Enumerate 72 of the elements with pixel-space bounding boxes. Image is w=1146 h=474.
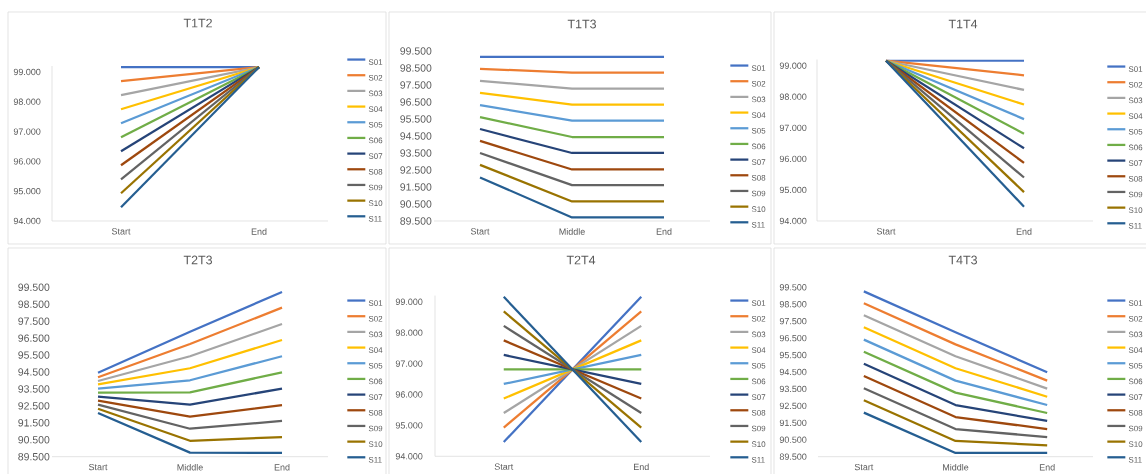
x-tick-label: Start — [88, 463, 108, 471]
y-tick-label: 99.500 — [18, 283, 50, 291]
y-tick-label: 89.500 — [779, 453, 807, 460]
y-tick-label: 94.500 — [779, 368, 807, 376]
y-tick-label: 91.500 — [779, 419, 807, 426]
y-tick-label: 95.500 — [18, 351, 50, 359]
y-tick-label: 94.000 — [13, 217, 41, 225]
x-tick-label: Start — [470, 228, 490, 235]
y-tick-label: 90.500 — [779, 436, 807, 443]
y-tick-label: 98.500 — [400, 64, 432, 72]
x-tick-label: End — [251, 228, 267, 235]
chart-title: T1T4 — [948, 19, 978, 29]
y-tick-label: 95.500 — [400, 115, 432, 123]
y-tick-label: 90.500 — [18, 436, 50, 444]
y-tick-label: 94.500 — [18, 368, 50, 376]
y-tick-label: 93.500 — [18, 385, 50, 393]
y-tick-label: 96.000 — [395, 391, 423, 398]
chart-title: T2T3 — [183, 255, 212, 265]
x-tick-label: Middle — [943, 463, 969, 471]
y-tick-label: 97.500 — [400, 81, 432, 89]
y-tick-label: 96.500 — [18, 334, 50, 342]
y-tick-label: 95.000 — [779, 186, 807, 194]
y-tick-label: 96.500 — [779, 334, 807, 342]
y-tick-label: 97.000 — [779, 124, 807, 131]
x-tick-label: Start — [111, 228, 131, 235]
y-tick-label: 99.500 — [400, 47, 432, 55]
y-tick-label: 98.500 — [779, 301, 807, 308]
y-tick-label: 94.000 — [395, 453, 423, 460]
y-tick-label: 99.000 — [13, 68, 41, 76]
y-tick-label: 90.500 — [400, 200, 432, 208]
chart-title: T4T3 — [948, 255, 977, 265]
y-tick-label: 89.500 — [400, 217, 432, 225]
y-tick-label: 99.000 — [395, 298, 423, 305]
y-tick-label: 93.500 — [779, 385, 807, 393]
chart-title: T1T2 — [183, 18, 212, 28]
y-tick-label: 95.000 — [13, 188, 41, 195]
y-tick-label: 91.500 — [18, 419, 50, 427]
y-tick-label: 92.500 — [400, 166, 432, 174]
x-tick-label: Middle — [559, 228, 585, 235]
x-tick-label: End — [1039, 463, 1055, 471]
y-tick-label: 95.500 — [779, 351, 807, 359]
y-tick-label: 94.000 — [779, 217, 807, 225]
y-tick-label: 98.500 — [18, 300, 50, 308]
x-tick-label: Middle — [177, 463, 203, 471]
y-tick-label: 98.000 — [395, 329, 423, 336]
x-tick-label: End — [1016, 228, 1032, 235]
y-tick-label: 98.000 — [13, 98, 41, 105]
x-tick-label: Start — [876, 228, 896, 235]
y-tick-label: 97.500 — [18, 317, 50, 325]
y-tick-label: 96.500 — [400, 98, 432, 106]
y-tick-label: 89.500 — [18, 452, 50, 461]
y-tick-label: 95.000 — [395, 422, 423, 429]
x-tick-label: Start — [494, 463, 514, 470]
y-tick-label: 96.000 — [779, 155, 807, 163]
x-tick-label: Start — [854, 463, 874, 471]
y-tick-label: 99.500 — [779, 284, 807, 291]
chart-title: T1T3 — [567, 19, 596, 29]
y-tick-label: 99.000 — [779, 62, 807, 69]
chart-title: T2T4 — [566, 255, 596, 265]
x-tick-label: End — [656, 228, 672, 235]
x-tick-label: End — [634, 463, 649, 471]
y-tick-label: 92.500 — [779, 402, 807, 410]
y-tick-label: 97.500 — [779, 317, 807, 325]
y-tick-label: 96.000 — [13, 158, 41, 165]
y-tick-label: 93.500 — [400, 149, 432, 157]
y-tick-label: 91.500 — [400, 183, 432, 191]
y-tick-label: 97.000 — [13, 128, 41, 135]
y-tick-label: 94.500 — [400, 132, 432, 140]
x-tick-label: End — [274, 463, 290, 471]
y-tick-label: 92.500 — [18, 402, 50, 410]
y-tick-label: 97.000 — [395, 360, 423, 367]
y-tick-label: 98.000 — [779, 93, 807, 100]
